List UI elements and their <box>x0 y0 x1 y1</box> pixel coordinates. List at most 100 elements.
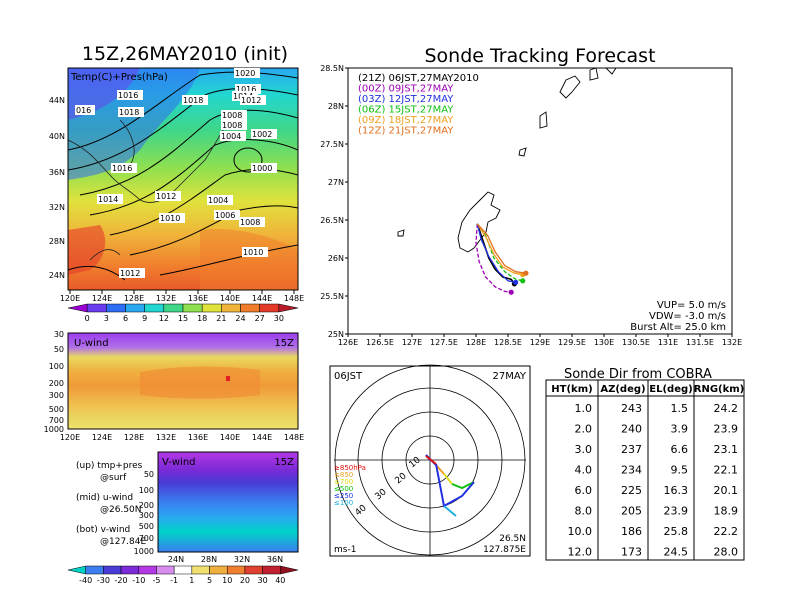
isobar-label-text: 1004 <box>208 196 228 205</box>
v-wind-x-ticks: 24N 28N 32N 36N <box>168 555 283 564</box>
cobra-cell: 22.1 <box>714 464 739 477</box>
isobar-label-bg <box>97 194 123 204</box>
v-wind-x-tick: 24N <box>168 555 184 564</box>
colorbar-tick: 9 <box>142 314 147 323</box>
isobar-label-bg <box>221 120 247 130</box>
colorbar-tick: 40 <box>275 576 285 585</box>
cobra-header-cell: AZ(deg) <box>600 384 645 395</box>
map-x-tick: 132E <box>156 294 176 303</box>
u-wind-frame <box>67 332 299 430</box>
island-coastlines <box>397 68 617 253</box>
v-wind-y-tick: 1000 <box>134 547 154 556</box>
isobar-label-text: 1008 <box>222 111 242 120</box>
colorbar-tick: -1 <box>170 576 178 585</box>
isobar-label-bg <box>251 163 277 173</box>
polar-level-entry: ≥850hPa <box>334 464 366 472</box>
v-wind-y-tick: 500 <box>139 522 154 531</box>
colorbar-swatch <box>106 303 126 313</box>
isobar-label-bg <box>117 90 143 100</box>
isobar-label: 1010 <box>159 213 185 223</box>
colorbar-swatch <box>240 303 260 313</box>
u-wind-time: 15Z <box>274 338 294 349</box>
isobar-label: 1010 <box>242 247 268 257</box>
legend-up-line2: @surf <box>100 473 127 483</box>
isobar-label: 1008 <box>221 120 247 130</box>
isobar-label-bg <box>182 95 208 105</box>
v-wind-y-tick: 300 <box>139 511 154 520</box>
cobra-cell: 24.2 <box>714 402 739 415</box>
tracking-param: Burst Alt= 25.0 km <box>630 322 726 333</box>
tracking-legend-entry: (12Z) 21JST,27MAY <box>358 126 454 137</box>
cobra-cell: 2.0 <box>575 423 593 436</box>
isobar-label-bg <box>240 95 266 105</box>
sonde-track-end <box>508 289 514 295</box>
cobra-cell: 4.0 <box>575 464 593 477</box>
map-x-tick: 136E <box>188 294 208 303</box>
u-wind-y-tick: 500 <box>49 405 64 414</box>
cobra-cell: 1.0 <box>575 402 593 415</box>
v-wind-time: 15Z <box>274 457 294 468</box>
cobra-table-frame <box>545 379 745 561</box>
map-y-tick: 40N <box>49 132 65 141</box>
temperature-colorbar: 0 3 6 9 12 15 18 21 24 27 30 <box>67 303 299 323</box>
cobra-cell: 20.1 <box>714 484 739 497</box>
cobra-header-cell: RNG(km) <box>694 384 745 395</box>
isobar-label-text: 1000 <box>252 164 272 173</box>
cobra-cell: 8.0 <box>575 505 593 518</box>
polar-level-entry: ≤100 <box>334 499 353 507</box>
colorbar-tick: 24 <box>235 314 245 323</box>
u-wind-y-tick: 30 <box>54 330 64 339</box>
polar-level-entry: ≤700 <box>334 478 353 486</box>
cobra-row: 3.0 237 6.6 23.1 <box>575 443 739 456</box>
u-wind-x-tick: 140E <box>220 433 240 442</box>
tracking-y-tick: 28N <box>328 102 344 111</box>
cobra-row: 6.0 225 16.3 20.1 <box>575 484 739 497</box>
tracking-y-tick: 25.5N <box>320 292 344 301</box>
warm-region <box>68 225 106 275</box>
sonde-track <box>476 223 523 276</box>
map-x-tick: 140E <box>220 294 240 303</box>
isobar-label: 1008 <box>239 217 265 227</box>
colorbar-tick: 1 <box>189 576 194 585</box>
panel-legend: (up) tmp+pres @surf (mid) u-wind @26.50N… <box>76 461 146 547</box>
tracking-x-tick: 129E <box>530 338 550 347</box>
tracking-param: VUP= 5.0 m/s <box>657 300 726 311</box>
v-wind-x-tick: 36N <box>267 555 283 564</box>
u-wind-y-tick: 100 <box>49 362 64 371</box>
colorbar-swatch <box>259 303 280 313</box>
isobar-label-text: 1016 <box>112 164 132 173</box>
isobar-label: 1008 <box>221 110 247 120</box>
polar-loc-lat: 26.5N <box>499 534 526 544</box>
cobra-cell: 12.0 <box>568 546 593 559</box>
colorbar-swatch <box>173 565 193 575</box>
sonde-track <box>476 223 516 285</box>
isobar-label-text: 1016 <box>236 85 256 94</box>
colorbar-swatch <box>67 565 86 575</box>
polar-level-entry: ≤500 <box>334 485 353 493</box>
legend-mid-line2: @26.50N <box>100 505 142 515</box>
u-wind-y-tick: 50 <box>54 345 64 354</box>
tracking-legend-entry: (03Z) 12JST,27MAY <box>358 94 454 105</box>
tracking-x-tick: 126E <box>338 338 358 347</box>
tracking-x-tick: 127E <box>402 338 422 347</box>
cobra-cell: 6.0 <box>575 484 593 497</box>
tracking-x-tick: 131E <box>658 338 678 347</box>
v-wind-x-tick: 28N <box>201 555 217 564</box>
tracking-legend: (21Z) 06JST,27MAY2010(00Z) 09JST,27MAY(0… <box>358 73 479 137</box>
isobar-label: 1012 <box>119 268 145 278</box>
colorbar-tick: 10 <box>222 576 232 585</box>
map-x-tick: 144E <box>252 294 272 303</box>
tracking-legend-entry: (06Z) 15JST,27MAY <box>358 105 454 116</box>
colorbar-tick: -40 <box>79 576 92 585</box>
sonde-track <box>476 223 516 283</box>
u-wind-x-tick: 132E <box>156 433 176 442</box>
cobra-cell: 234 <box>621 464 642 477</box>
tracking-x-tick: 128.5E <box>494 338 522 347</box>
sonde-track <box>475 223 512 293</box>
isobar-label-bg <box>235 84 261 94</box>
tracking-x-tick: 127.5E <box>430 338 458 347</box>
